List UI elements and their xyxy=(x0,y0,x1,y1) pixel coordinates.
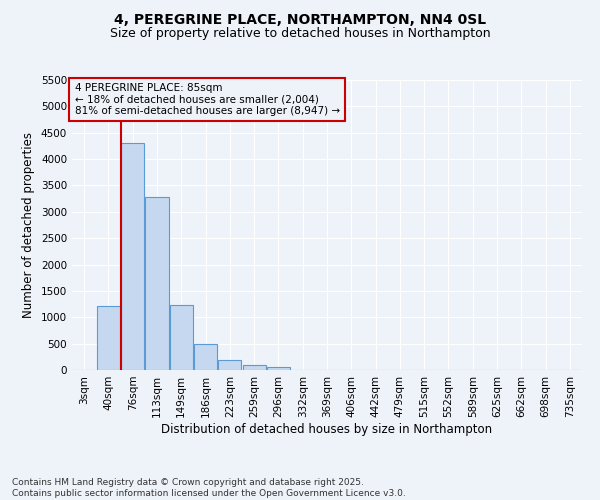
Y-axis label: Number of detached properties: Number of detached properties xyxy=(22,132,35,318)
Bar xyxy=(170,304,193,370)
X-axis label: Distribution of detached houses by size in Northampton: Distribution of detached houses by size … xyxy=(161,422,493,436)
Text: Size of property relative to detached houses in Northampton: Size of property relative to detached ho… xyxy=(110,28,490,40)
Bar xyxy=(242,364,266,370)
Bar xyxy=(145,197,169,370)
Bar xyxy=(218,360,241,370)
Bar xyxy=(267,367,290,370)
Bar xyxy=(97,306,120,370)
Text: 4, PEREGRINE PLACE, NORTHAMPTON, NN4 0SL: 4, PEREGRINE PLACE, NORTHAMPTON, NN4 0SL xyxy=(114,12,486,26)
Text: Contains HM Land Registry data © Crown copyright and database right 2025.
Contai: Contains HM Land Registry data © Crown c… xyxy=(12,478,406,498)
Bar xyxy=(194,344,217,370)
Bar xyxy=(121,144,144,370)
Text: 4 PEREGRINE PLACE: 85sqm
← 18% of detached houses are smaller (2,004)
81% of sem: 4 PEREGRINE PLACE: 85sqm ← 18% of detach… xyxy=(74,83,340,116)
